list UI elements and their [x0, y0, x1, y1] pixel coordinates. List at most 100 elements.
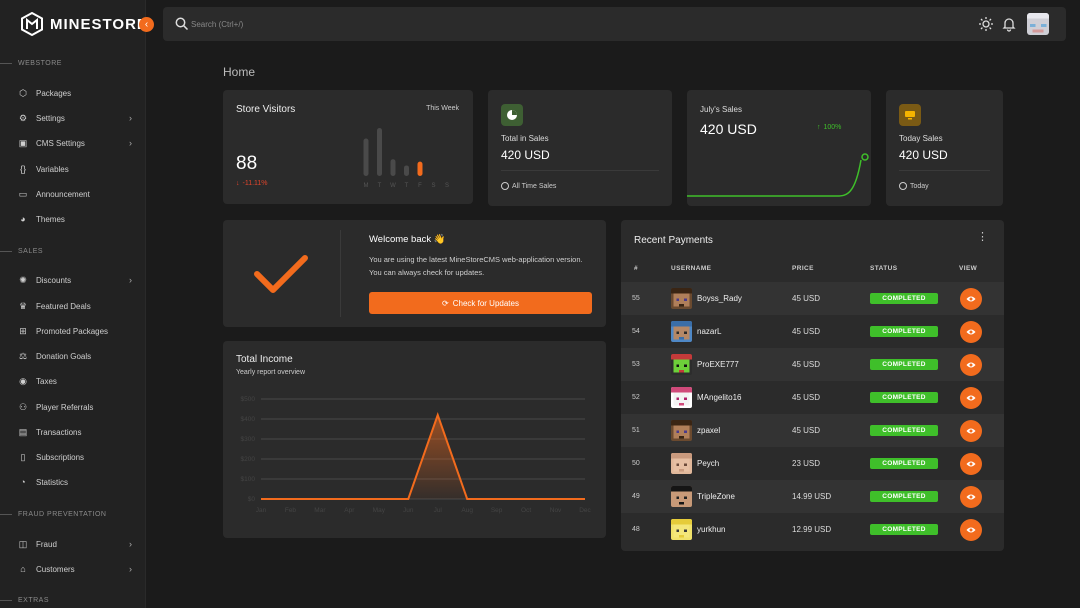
sidebar-item-discounts[interactable]: ✺ Discounts ›: [18, 270, 136, 290]
visitor-bar: [404, 165, 409, 176]
status-badge: COMPLETED: [870, 293, 938, 304]
sidebar-item-label: Themes: [36, 214, 65, 224]
payment-id: 49: [632, 493, 640, 500]
refresh-icon: ⟳: [442, 298, 449, 308]
view-button[interactable]: [960, 353, 982, 376]
payment-price: 45 USD: [792, 360, 821, 369]
sidebar-item-transactions[interactable]: ▤ Transactions: [18, 422, 136, 442]
payment-username[interactable]: Boyss_Rady: [697, 294, 742, 303]
payment-username[interactable]: TripleZone: [697, 492, 735, 501]
y-tick-label: $400: [241, 416, 256, 423]
clock-icon: [899, 182, 907, 190]
monitor-icon: ▭: [18, 188, 28, 199]
eye-icon: [966, 296, 976, 301]
sidebar-item-label: Statistics: [36, 477, 69, 487]
payment-id: 53: [632, 361, 640, 368]
clock-icon: [501, 182, 509, 190]
pie-icon: ◔: [20, 477, 26, 487]
sidebar-item-donation-goals[interactable]: ⚖ Donation Goals: [18, 346, 136, 366]
users-icon: ⚇: [18, 401, 28, 412]
store-visitors-card: Store Visitors This Week 88 ↓ -11.11% M T…: [223, 90, 473, 204]
topbar: [163, 7, 1066, 41]
sidebar-item-cms-settings[interactable]: ▣ CMS Settings ›: [18, 133, 136, 153]
sidebar-item-statistics[interactable]: ◔ Statistics: [18, 472, 136, 492]
total-sales-footer-label: All Time Sales: [512, 182, 557, 190]
table-row: 53 ProEXE777 45 USD COMPLETED: [621, 348, 1004, 381]
table-row: 55 Boyss_Rady 45 USD COMPLETED: [621, 282, 1004, 315]
column-header: VIEW: [959, 265, 978, 272]
view-button[interactable]: [960, 287, 982, 310]
logo[interactable]: MINESTORE: [20, 12, 148, 36]
total-income-card: Total Income Yearly report overview $0 $1…: [223, 341, 606, 538]
user-avatar: [671, 321, 692, 342]
sidebar-section-label: SALES: [0, 248, 146, 255]
sidebar-item-subscriptions[interactable]: ▯ Subscriptions: [18, 447, 136, 467]
payment-username[interactable]: ProEXE777: [697, 360, 739, 369]
sidebar-item-fraud[interactable]: ◫ Fraud ›: [18, 534, 136, 554]
sidebar-item-label: Settings: [36, 113, 65, 123]
july-sales-change-value: 100%: [823, 124, 842, 131]
bell-icon[interactable]: [1001, 16, 1017, 32]
sidebar-item-settings[interactable]: ⚙ Settings ›: [18, 108, 136, 128]
braces-icon: {}: [19, 164, 26, 174]
visitor-day-label: M: [364, 183, 369, 189]
chevron-right-icon: ›: [129, 138, 132, 148]
view-button[interactable]: [960, 518, 982, 541]
palette-icon: ◕: [20, 214, 26, 224]
payment-username[interactable]: nazarL: [697, 327, 722, 336]
more-options-icon[interactable]: ⋮: [977, 231, 988, 243]
eye-icon: [966, 428, 976, 433]
divider: [899, 170, 990, 171]
sidebar-section-label: WEBSTORE: [0, 60, 146, 67]
arrow-up-icon: ↑: [817, 124, 821, 131]
welcome-card: Welcome back 👋 You are using the latest …: [223, 220, 606, 327]
check-updates-button[interactable]: ⟳ Check for Updates: [369, 292, 592, 314]
total-sales-card: Total in Sales 420 USD All Time Sales: [488, 90, 672, 206]
view-button[interactable]: [960, 320, 982, 343]
view-button[interactable]: [960, 419, 982, 442]
sidebar-item-label: Customers: [36, 564, 75, 574]
view-button[interactable]: [960, 386, 982, 409]
crown-icon: ♛: [18, 300, 28, 311]
sidebar-item-label: Player Referrals: [36, 402, 94, 412]
x-tick-label: Aug: [461, 507, 473, 514]
payment-username[interactable]: zpaxel: [697, 426, 721, 435]
eye-icon: [966, 329, 976, 334]
sidebar-item-featured-deals[interactable]: ♛ Featured Deals: [18, 296, 136, 316]
store-icon: ⌂: [20, 564, 26, 574]
user-avatar: [671, 387, 692, 408]
sidebar-item-themes[interactable]: ◕ Themes: [18, 209, 136, 229]
sidebar-item-label: Donation Goals: [36, 351, 92, 361]
visitors-value: 88: [236, 153, 258, 174]
collapse-icon[interactable]: ‹: [139, 17, 154, 32]
payment-username[interactable]: yurkhun: [697, 525, 726, 534]
payment-price: 45 USD: [792, 294, 821, 303]
y-tick-label: $300: [241, 436, 256, 443]
page-title: Home: [223, 65, 256, 79]
view-button[interactable]: [960, 452, 982, 475]
sidebar-item-variables[interactable]: {} Variables: [18, 159, 136, 179]
sidebar-item-announcement[interactable]: ▭ Announcement: [18, 184, 136, 204]
view-button[interactable]: [960, 485, 982, 508]
payment-username[interactable]: MAngelito16: [697, 393, 742, 402]
x-tick-label: Jul: [434, 507, 443, 514]
sidebar-item-label: Transactions: [36, 427, 82, 437]
total-sales-footer: All Time Sales: [501, 182, 556, 190]
sidebar-item-player-referrals[interactable]: ⚇ Player Referrals: [18, 397, 136, 417]
eye-icon: [966, 362, 976, 367]
x-tick-label: Dec: [579, 507, 591, 514]
sun-icon[interactable]: [978, 16, 994, 32]
payment-username[interactable]: Peych: [697, 459, 720, 468]
payment-id: 55: [632, 295, 640, 302]
today-sales-label: Today Sales: [899, 134, 943, 143]
sidebar-item-customers[interactable]: ⌂ Customers ›: [18, 559, 136, 579]
sidebar-item-promoted-packages[interactable]: ⊞ Promoted Packages: [18, 321, 136, 341]
visitor-day-label: F: [418, 183, 422, 189]
sidebar-item-packages[interactable]: ⬡ Packages: [18, 83, 136, 103]
payment-id: 51: [632, 427, 640, 434]
search-input[interactable]: [191, 15, 491, 33]
sidebar-item-taxes[interactable]: ◉ Taxes: [18, 371, 136, 391]
visitor-bar: [390, 159, 396, 176]
avatar[interactable]: [1027, 13, 1049, 35]
brand-name: MINESTORE: [50, 15, 148, 33]
